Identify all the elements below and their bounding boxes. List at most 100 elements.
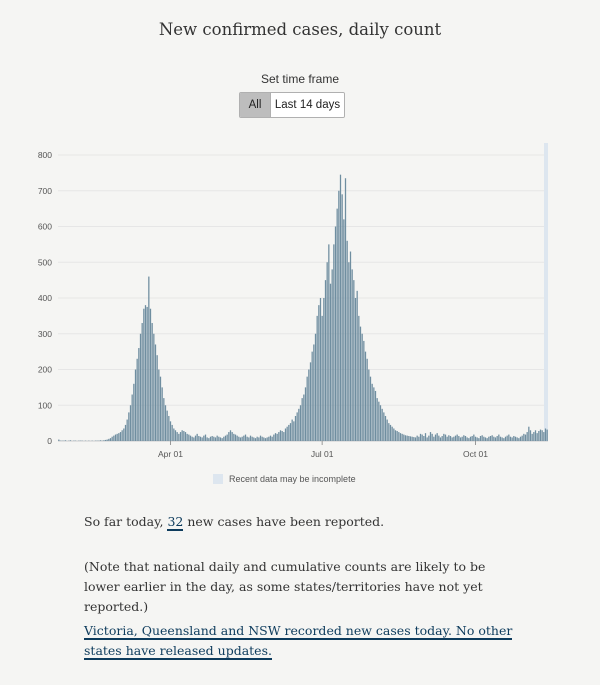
bar[interactable] <box>58 439 60 441</box>
bar[interactable] <box>123 428 125 441</box>
bar[interactable] <box>434 434 437 441</box>
bar[interactable] <box>136 358 138 441</box>
state-updates-link[interactable]: Victoria, Queensland and NSW recorded ne… <box>84 623 513 660</box>
bar[interactable] <box>496 435 498 441</box>
last-14-days-button[interactable]: Last 14 days <box>270 93 344 117</box>
bar[interactable] <box>544 428 547 441</box>
bar[interactable] <box>128 412 130 441</box>
bar[interactable] <box>386 419 388 441</box>
bar[interactable] <box>306 376 308 441</box>
bar[interactable] <box>218 436 220 441</box>
bar[interactable] <box>254 438 257 441</box>
bar[interactable] <box>148 276 150 441</box>
bar[interactable] <box>144 305 147 441</box>
bar[interactable] <box>188 434 190 441</box>
bar[interactable] <box>371 383 373 441</box>
bar[interactable] <box>378 401 380 441</box>
bar[interactable] <box>533 432 535 441</box>
bar[interactable] <box>196 433 198 441</box>
bar[interactable] <box>303 394 305 441</box>
bar[interactable] <box>341 194 343 441</box>
bar[interactable] <box>464 435 467 441</box>
bar[interactable] <box>191 436 193 441</box>
bar[interactable] <box>424 433 427 441</box>
bar[interactable] <box>408 435 410 441</box>
bar[interactable] <box>169 421 172 441</box>
bar[interactable] <box>253 437 255 441</box>
bar[interactable] <box>479 435 482 441</box>
bar[interactable] <box>274 433 277 441</box>
bar[interactable] <box>203 435 205 441</box>
bar[interactable] <box>64 440 67 441</box>
bar[interactable] <box>418 436 420 441</box>
bar[interactable] <box>493 436 495 441</box>
bar[interactable] <box>294 415 297 441</box>
bar[interactable] <box>244 434 247 441</box>
bar[interactable] <box>281 430 283 441</box>
bar[interactable] <box>198 435 200 441</box>
bar[interactable] <box>219 437 222 441</box>
bar[interactable] <box>516 437 518 441</box>
bar[interactable] <box>289 423 292 441</box>
bar[interactable] <box>368 369 370 442</box>
bar[interactable] <box>271 436 273 441</box>
bar[interactable] <box>189 435 192 441</box>
bar[interactable] <box>249 435 252 441</box>
bar[interactable] <box>133 383 135 441</box>
bar[interactable] <box>396 430 398 441</box>
bar[interactable] <box>379 405 382 441</box>
bar[interactable] <box>348 262 350 441</box>
bar[interactable] <box>259 435 262 441</box>
bar[interactable] <box>416 435 418 441</box>
bar[interactable] <box>541 430 543 441</box>
bar[interactable] <box>449 435 452 441</box>
bar[interactable] <box>313 344 315 441</box>
bar[interactable] <box>296 412 298 441</box>
bar[interactable] <box>506 435 508 441</box>
bar[interactable] <box>483 436 485 441</box>
bar[interactable] <box>213 436 215 441</box>
bar[interactable] <box>231 432 233 441</box>
bar[interactable] <box>476 437 478 441</box>
bar[interactable] <box>301 398 303 441</box>
bar[interactable] <box>298 408 300 441</box>
bar[interactable] <box>178 433 180 441</box>
bar[interactable] <box>523 433 525 441</box>
bar[interactable] <box>513 435 515 441</box>
bar[interactable] <box>268 436 270 441</box>
bar[interactable] <box>299 405 302 441</box>
bar[interactable] <box>104 439 107 441</box>
bar[interactable] <box>154 344 157 441</box>
bar[interactable] <box>118 433 120 441</box>
bar[interactable] <box>509 436 512 441</box>
bar[interactable] <box>538 430 540 441</box>
bar[interactable] <box>258 437 260 441</box>
bar[interactable] <box>534 430 537 441</box>
bar[interactable] <box>116 433 118 441</box>
bar[interactable] <box>393 428 395 441</box>
bar[interactable] <box>126 419 128 441</box>
bar[interactable] <box>201 437 203 441</box>
bar[interactable] <box>121 430 123 441</box>
bar[interactable] <box>419 433 422 441</box>
bar[interactable] <box>481 435 483 441</box>
bar[interactable] <box>113 435 115 441</box>
bar[interactable] <box>151 323 153 441</box>
bar[interactable] <box>346 240 348 441</box>
bar[interactable] <box>124 424 127 441</box>
bar[interactable] <box>468 438 470 441</box>
bar[interactable] <box>69 440 72 441</box>
bar[interactable] <box>353 280 355 441</box>
bar[interactable] <box>414 437 417 441</box>
bar[interactable] <box>451 437 453 441</box>
bar[interactable] <box>293 421 295 441</box>
bar[interactable] <box>428 435 430 441</box>
bar[interactable] <box>411 436 413 441</box>
bar[interactable] <box>263 437 265 441</box>
bar[interactable] <box>321 315 323 441</box>
bar[interactable] <box>129 405 132 441</box>
bar[interactable] <box>536 433 538 441</box>
bar[interactable] <box>304 387 307 441</box>
bar[interactable] <box>433 436 435 441</box>
bar[interactable] <box>174 430 177 441</box>
